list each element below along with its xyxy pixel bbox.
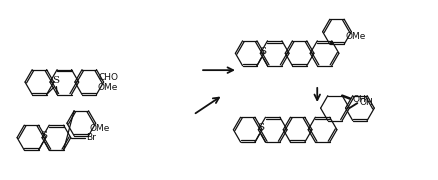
Text: CHO: CHO	[98, 73, 118, 82]
Text: S: S	[256, 123, 263, 132]
Text: OMe: OMe	[97, 83, 117, 92]
Text: Br: Br	[85, 133, 95, 142]
Text: OMe: OMe	[89, 124, 110, 133]
Text: S: S	[52, 76, 59, 85]
Text: S: S	[258, 47, 265, 56]
Text: OMe: OMe	[344, 32, 365, 41]
Text: S: S	[40, 131, 47, 140]
Text: OH: OH	[358, 98, 372, 107]
Text: OH: OH	[351, 95, 365, 104]
